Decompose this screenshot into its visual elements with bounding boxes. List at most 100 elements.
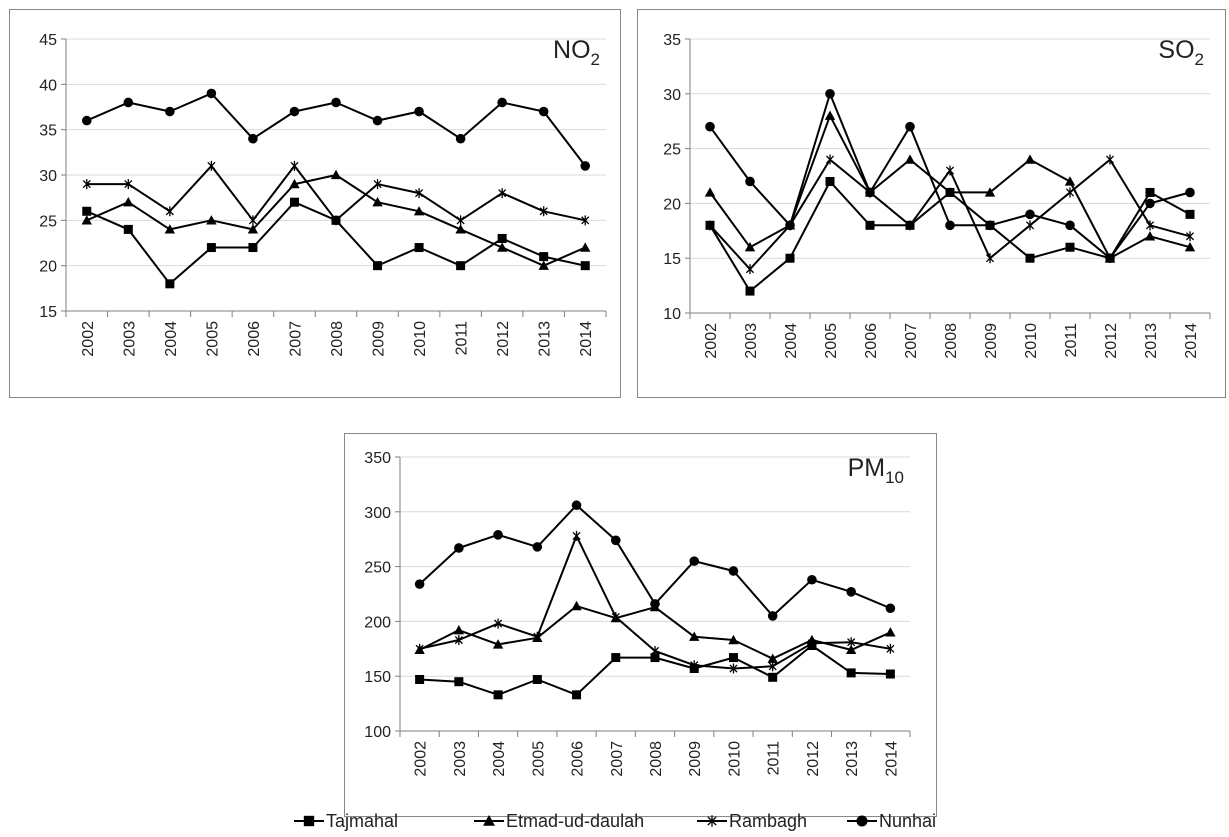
no2-data-point <box>456 215 465 226</box>
so2-data-point <box>825 176 835 186</box>
pm10-data-point <box>454 543 464 553</box>
so2-data-point <box>744 242 756 252</box>
so2-data-point <box>985 253 995 264</box>
pm10-xtick-label: 2014 <box>883 741 900 777</box>
so2-xtick-label: 2004 <box>783 323 800 359</box>
pm10-data-point <box>768 672 778 682</box>
no2-xtick-label: 2012 <box>495 321 512 357</box>
no2-xtick-label: 2009 <box>371 321 388 357</box>
no2-data-point <box>248 133 258 144</box>
pm10-data-point <box>493 530 503 540</box>
legend-label: Etmad-ud-daulah <box>506 811 644 831</box>
so2-data-point <box>984 187 996 197</box>
no2-xtick-label: 2010 <box>412 321 429 357</box>
legend-entry: Etmad-ud-daulah <box>474 811 644 831</box>
no2-ytick-label: 35 <box>39 123 57 140</box>
pm10-xtick-label: 2011 <box>766 741 783 776</box>
pm10-data-point <box>729 663 738 674</box>
pm10-data-point <box>453 624 465 635</box>
no2-data-point <box>206 88 217 99</box>
no2-data-point <box>289 178 300 189</box>
so2-xtick-label: 2011 <box>1063 323 1080 358</box>
so2-data-point <box>1064 176 1076 186</box>
pm10-data-point <box>571 500 582 511</box>
no2-xtick-label: 2007 <box>287 321 304 357</box>
no2-data-point <box>330 169 342 180</box>
so2-data-point <box>704 187 716 197</box>
pm10-data-point <box>689 631 700 641</box>
no2-data-point <box>206 243 216 253</box>
so2-xtick-label: 2009 <box>983 323 1000 359</box>
so2-xtick-label: 2002 <box>703 323 720 359</box>
no2-xtick-label: 2008 <box>329 321 346 357</box>
no2-data-point <box>164 224 176 234</box>
so2-series-nunhai <box>705 89 1195 263</box>
so2-xtick-label: 2008 <box>943 323 960 359</box>
so2-xtick-label: 2003 <box>743 323 760 359</box>
so2-data-point <box>865 220 875 230</box>
pm10-data-point <box>572 530 581 541</box>
so2-data-point <box>985 220 995 231</box>
so2-data-point <box>944 187 956 197</box>
so2-data-point <box>705 220 715 231</box>
pm10-data-point <box>454 677 464 687</box>
pm10-data-point <box>611 612 620 623</box>
so2-xtick-label: 2014 <box>1183 323 1200 359</box>
no2-data-point <box>455 224 466 234</box>
so2-data-point <box>904 154 916 164</box>
pm10-data-point <box>885 669 895 679</box>
so2-data-point <box>785 220 795 231</box>
no2-xtick-label: 2006 <box>246 321 263 357</box>
no2-xtick-label: 2013 <box>537 321 554 357</box>
pm10-xtick-label: 2012 <box>805 741 822 777</box>
no2-data-point <box>331 97 341 108</box>
no2-data-point <box>580 161 591 171</box>
pm10-xtick-label: 2007 <box>609 741 626 777</box>
no2-data-point <box>413 206 425 216</box>
no2-xtick-label: 2003 <box>121 321 138 357</box>
pm10-frame <box>344 433 937 817</box>
pm10-data-point <box>494 618 503 629</box>
no2-data-point <box>497 233 507 243</box>
pm10-chart: 100 150 200 250 300 350 2002 2003 2004 2005 2006 20… <box>344 433 937 817</box>
no2-data-point <box>123 224 133 234</box>
no2-data-point <box>207 160 216 171</box>
no2-xtick-label: 2011 <box>454 321 471 356</box>
no2-data-point <box>539 252 549 262</box>
pm10-ytick-label: 300 <box>364 505 391 522</box>
pm10-ytick-label: 250 <box>364 560 391 577</box>
no2-data-point <box>496 242 508 252</box>
pm10-data-point <box>611 653 621 663</box>
no2-title: NO2 <box>553 36 600 69</box>
legend: Tajmahal Etmad-ud-daulah Rambagh Nunhai <box>294 811 936 831</box>
no2-data-point <box>247 224 259 234</box>
no2-data-point <box>372 115 383 126</box>
so2-data-point <box>705 121 715 132</box>
no2-ytick-label: 40 <box>39 77 57 94</box>
no2-data-point <box>290 160 299 171</box>
pm10-data-point <box>532 674 542 684</box>
legend-marker-circle-icon <box>856 815 868 827</box>
no2-ytick-label: 45 <box>39 32 57 49</box>
so2-data-point <box>1065 242 1075 252</box>
pm10-data-point <box>846 668 856 678</box>
pm10-data-point <box>690 660 699 671</box>
no2-data-point <box>539 206 548 217</box>
pm10-ytick-label: 350 <box>364 450 391 467</box>
legend-entry: Nunhai <box>847 811 936 831</box>
so2-title: SO2 <box>1158 36 1204 69</box>
pm10-xtick-label: 2013 <box>844 741 861 777</box>
so2-data-point <box>1025 220 1035 231</box>
no2-data-point <box>372 197 383 207</box>
no2-data-point <box>165 106 175 117</box>
legend-marker-asterisk-icon <box>707 815 717 827</box>
no2-ytick-label: 15 <box>39 304 57 321</box>
no2-data-point <box>82 206 92 216</box>
no2-data-point <box>414 243 424 253</box>
so2-data-point <box>1105 253 1115 263</box>
so2-data-point <box>905 220 915 231</box>
legend-label: Tajmahal <box>326 811 398 831</box>
no2-data-point <box>165 279 175 289</box>
so2-data-point <box>745 176 755 187</box>
